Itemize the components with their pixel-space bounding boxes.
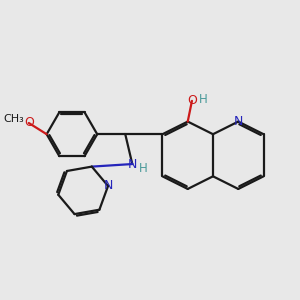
Text: H: H bbox=[199, 93, 208, 106]
Text: O: O bbox=[187, 94, 197, 107]
Text: N: N bbox=[234, 115, 243, 128]
Text: N: N bbox=[103, 179, 113, 193]
Text: CH₃: CH₃ bbox=[4, 114, 24, 124]
Text: N: N bbox=[128, 158, 137, 170]
Text: H: H bbox=[139, 162, 148, 175]
Text: O: O bbox=[24, 116, 34, 130]
